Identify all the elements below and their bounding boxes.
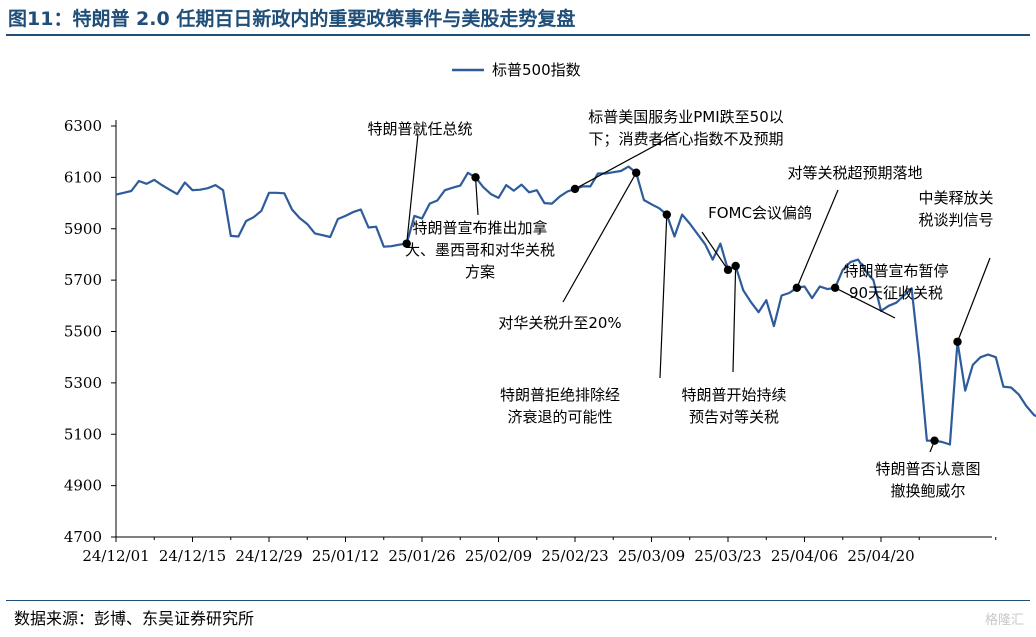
event-leader (834, 287, 896, 319)
event-leader (701, 231, 729, 271)
event-leader (562, 172, 637, 303)
source-note: 数据来源：彭博、东吴证券研究所 (14, 609, 255, 628)
event-marker (830, 283, 840, 293)
event-marker (662, 210, 671, 219)
y-tick-label: 5300 (64, 374, 102, 392)
x-tick-label: 25/04/20 (847, 547, 914, 565)
event-annotation: 对等关税超预期落地 (787, 164, 922, 182)
source-rule (6, 600, 1030, 601)
legend-label: 标普500指数 (492, 61, 581, 79)
event-annotation: 90天征收关税 (849, 284, 943, 302)
event-leader (659, 214, 668, 379)
watermark: 格隆汇 (984, 613, 1024, 628)
event-annotation: 特朗普宣布暂停 (843, 262, 948, 280)
x-tick-label: 25/01/26 (388, 547, 455, 565)
y-tick-label: 5100 (64, 425, 102, 443)
event-leader (732, 265, 737, 373)
y-tick-label: 6300 (64, 117, 102, 135)
event-annotation: 济衰退的可能性 (507, 408, 612, 426)
event-marker (792, 283, 802, 293)
event-marker (471, 173, 480, 182)
x-tick-label: 25/02/23 (541, 547, 608, 565)
title-rule (6, 34, 1030, 36)
event-leader (574, 131, 681, 190)
event-annotation: 标普美国服务业PMI跌至50以 (588, 108, 784, 126)
x-tick-label: 24/12/15 (159, 547, 226, 565)
event-annotation: 税谈判信号 (918, 211, 993, 229)
y-tick-label: 4700 (64, 528, 102, 546)
event-annotation: 方案 (465, 263, 495, 281)
event-annotation: 大、墨西哥和对华关税 (405, 241, 555, 259)
y-tick-label: 5700 (64, 271, 102, 289)
line-chart: 4700 4900 5100 5300 5500 5700 5900 6100 6300 24/1… (64, 61, 1036, 565)
x-tick-label: 25/02/09 (465, 547, 532, 565)
x-tick-label: 25/03/23 (694, 547, 761, 565)
x-tick-label: 25/04/06 (771, 547, 838, 565)
y-tick-label: 6100 (64, 168, 102, 186)
event-annotation: FOMC会议偏鸽 (708, 204, 812, 222)
x-tick-label: 25/03/09 (618, 547, 685, 565)
event-marker (731, 261, 740, 271)
event-marker (570, 184, 580, 194)
event-marker (930, 436, 939, 445)
y-tick-label: 4900 (64, 477, 102, 495)
event-annotation: 特朗普宣布推出加拿 (412, 219, 547, 237)
event-leader (956, 257, 991, 342)
event-annotation: 特朗普拒绝排除经 (500, 386, 620, 404)
event-annotation: 特朗普就任总统 (367, 120, 472, 138)
x-tick-label: 24/12/01 (82, 547, 149, 565)
event-annotation: 撤换鲍威尔 (890, 482, 965, 500)
event-annotation: 预告对等关税 (689, 408, 779, 426)
event-annotation: 下；消费者信心指数不及预期 (588, 130, 783, 148)
event-marker (723, 265, 733, 275)
event-leader (474, 177, 479, 216)
y-tick-label: 5500 (64, 323, 102, 341)
event-leader (406, 133, 419, 244)
event-annotation: 对华关税升至20% (498, 314, 621, 332)
event-marker (402, 239, 411, 248)
event-annotation: 特朗普否认意图 (875, 460, 980, 478)
event-annotation: 特朗普开始持续 (681, 386, 786, 404)
figure-title: 图11：特朗普 2.0 任期百日新政内的重要政策事件与美股走势复盘 (8, 8, 576, 30)
event-marker (632, 168, 641, 177)
event-marker (953, 337, 962, 346)
y-tick-label: 5900 (64, 220, 102, 238)
event-leader (796, 189, 839, 289)
x-tick-label: 25/01/12 (312, 547, 379, 565)
event-annotation: 中美释放关 (918, 189, 993, 207)
x-tick-label: 24/12/29 (235, 547, 302, 565)
